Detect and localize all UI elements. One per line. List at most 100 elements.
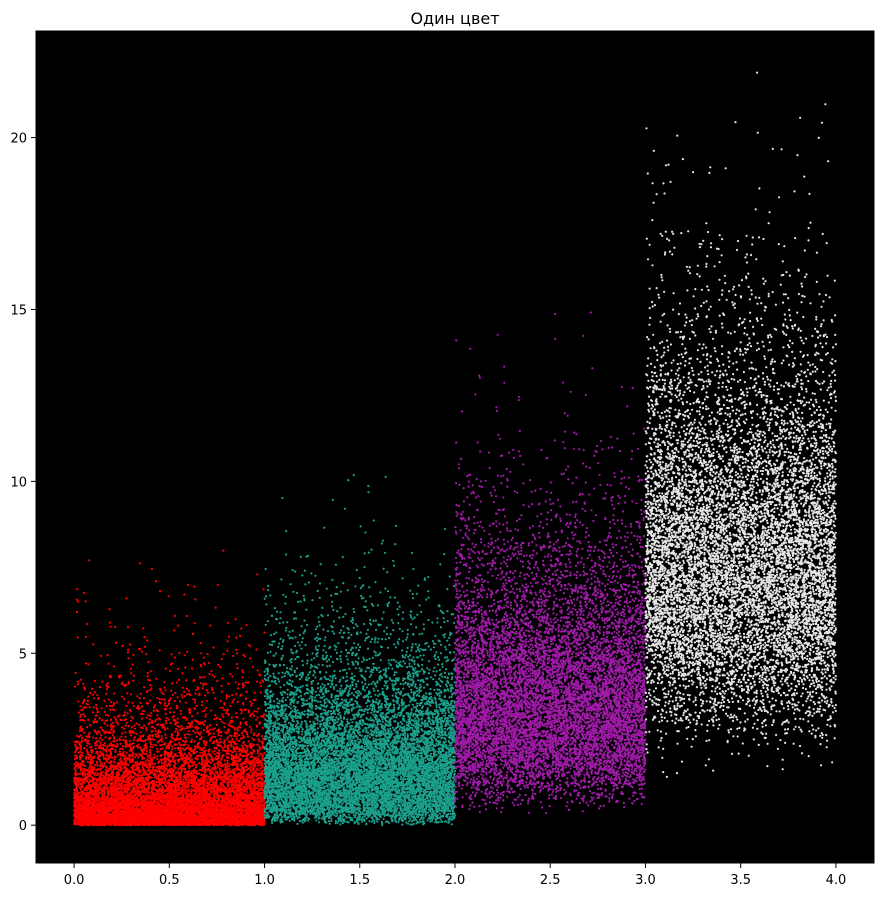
data-point <box>171 733 173 735</box>
data-point <box>146 690 148 692</box>
data-point <box>201 704 203 706</box>
data-point <box>213 732 215 734</box>
data-point <box>186 693 188 695</box>
data-point <box>253 715 255 717</box>
data-point <box>169 670 171 672</box>
data-point <box>127 701 129 703</box>
data-point <box>78 711 80 713</box>
data-point <box>77 683 79 685</box>
data-point <box>191 759 193 761</box>
data-point <box>263 632 265 634</box>
data-point <box>80 748 82 750</box>
data-point <box>215 755 217 757</box>
data-point <box>214 736 216 738</box>
data-point <box>139 702 141 704</box>
data-point <box>163 687 165 689</box>
data-point <box>182 716 184 718</box>
data-point <box>131 726 133 728</box>
data-point <box>221 691 223 693</box>
data-point <box>257 765 259 767</box>
data-point <box>240 628 242 630</box>
data-point <box>168 595 170 597</box>
data-point <box>133 675 135 677</box>
data-point <box>135 733 137 735</box>
data-point <box>99 686 101 688</box>
data-point <box>238 734 240 736</box>
data-point <box>139 746 141 748</box>
data-point <box>225 712 227 714</box>
data-point <box>115 720 117 722</box>
data-point <box>186 733 188 735</box>
data-point <box>169 707 171 709</box>
data-point <box>130 793 132 795</box>
data-point <box>185 679 187 681</box>
data-point <box>184 728 186 730</box>
data-point <box>192 633 194 635</box>
data-point <box>114 758 116 760</box>
data-point <box>232 655 234 657</box>
data-point <box>221 658 223 660</box>
data-point <box>127 657 129 659</box>
data-point <box>125 597 127 599</box>
data-point <box>154 727 156 729</box>
data-point <box>107 745 109 747</box>
data-point <box>200 652 202 654</box>
data-point <box>115 746 117 748</box>
data-point <box>121 645 123 647</box>
data-point <box>222 550 224 552</box>
data-point <box>235 681 237 683</box>
data-point <box>149 689 151 691</box>
data-point <box>188 690 190 692</box>
data-point <box>186 651 188 653</box>
data-point <box>101 719 103 721</box>
data-point <box>133 776 135 778</box>
data-point <box>256 768 258 770</box>
data-point <box>155 734 157 736</box>
data-point <box>245 682 247 684</box>
data-point <box>246 733 248 735</box>
data-point <box>115 718 117 720</box>
data-point <box>80 735 82 737</box>
data-point <box>106 688 108 690</box>
data-point <box>203 750 205 752</box>
data-point <box>210 670 212 672</box>
data-point <box>120 675 122 677</box>
data-point <box>119 750 121 752</box>
data-point <box>163 724 165 726</box>
data-point <box>106 746 108 748</box>
data-point <box>169 711 171 713</box>
data-point <box>79 719 81 721</box>
data-point <box>188 762 190 764</box>
data-point <box>132 680 134 682</box>
data-point <box>237 730 239 732</box>
data-point <box>87 696 89 698</box>
data-point <box>193 586 195 588</box>
data-point <box>228 695 230 697</box>
data-point <box>231 694 233 696</box>
data-point <box>117 723 119 725</box>
data-point <box>207 653 209 655</box>
data-point <box>250 728 252 730</box>
data-point <box>146 753 148 755</box>
data-point <box>203 724 205 726</box>
data-point <box>101 739 103 741</box>
data-point <box>141 705 143 707</box>
data-point <box>222 747 224 749</box>
data-point <box>102 775 104 777</box>
data-point <box>130 716 132 718</box>
data-point <box>103 700 105 702</box>
data-point <box>260 685 262 687</box>
data-point <box>106 761 108 763</box>
data-point <box>213 692 215 694</box>
data-point <box>204 720 206 722</box>
data-point <box>256 573 258 575</box>
data-point <box>216 680 218 682</box>
data-point <box>202 752 204 754</box>
data-point <box>217 664 219 666</box>
data-point <box>123 728 125 730</box>
data-point <box>231 716 233 718</box>
data-point <box>149 746 151 748</box>
data-point <box>222 716 224 718</box>
data-point <box>114 751 116 753</box>
data-point <box>131 663 133 665</box>
